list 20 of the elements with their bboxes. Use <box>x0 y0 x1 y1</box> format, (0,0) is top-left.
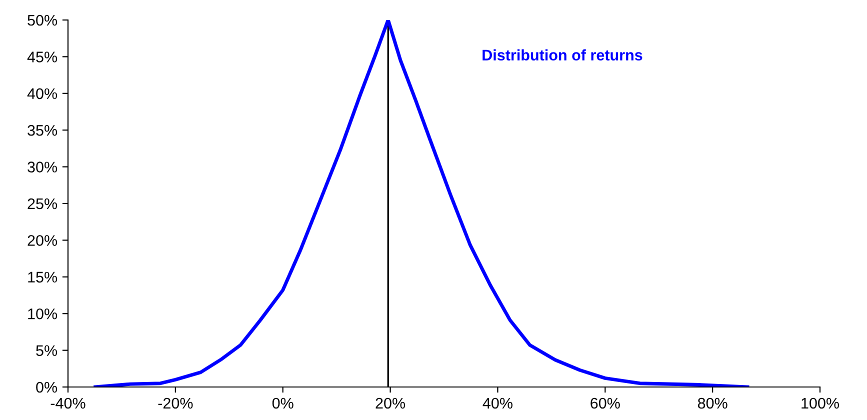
x-tick-label: -20% <box>158 398 193 409</box>
y-tick-label: 5% <box>36 345 58 356</box>
x-tick-label: 60% <box>590 398 620 409</box>
x-tick-label: -40% <box>50 398 86 409</box>
y-tick-label: 40% <box>27 88 58 100</box>
y-tick-label: 25% <box>28 198 58 210</box>
x-tick-label: 0% <box>272 398 294 409</box>
y-tick-label: 50% <box>28 14 58 26</box>
x-tick-label: 100% <box>802 398 839 409</box>
y-tick-label: 30% <box>28 162 58 172</box>
x-tick-label: 20% <box>376 398 406 409</box>
annotation: Distribution of returns <box>482 49 642 61</box>
y-tick-label: 10% <box>28 308 58 320</box>
y-tick-label: 0% <box>36 382 58 393</box>
x-tick-label: 80% <box>698 398 728 409</box>
y-tick-label: 20% <box>28 235 58 246</box>
y-tick-label: 45% <box>27 52 58 62</box>
x-tick-label: 40% <box>482 398 512 409</box>
y-tick-label: 15% <box>28 272 58 283</box>
y-tick-label: 35% <box>28 124 58 136</box>
